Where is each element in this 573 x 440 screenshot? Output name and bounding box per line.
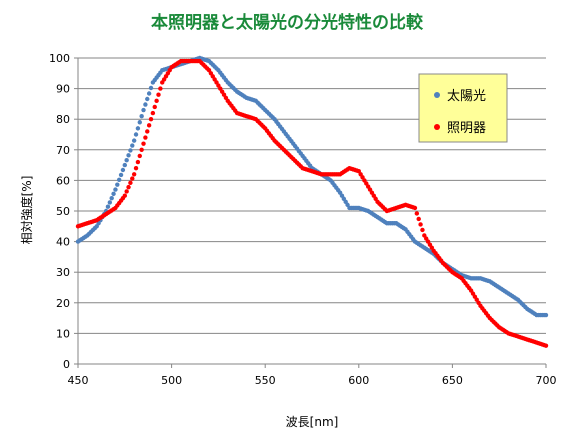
point-sunlight xyxy=(146,91,152,96)
point-sunlight xyxy=(113,187,118,192)
point-illuminator xyxy=(416,216,421,222)
plot-area: 0 10 20 30 40 50 60 70 80 90 100 450 500 550 600 650 700 xyxy=(49,52,557,387)
point-sunlight xyxy=(105,204,111,209)
point-sunlight xyxy=(120,167,126,173)
point-illuminator xyxy=(158,86,163,91)
x-tick-label: 600 xyxy=(348,374,369,387)
x-tick-label: 450 xyxy=(68,374,89,387)
y-tick-label: 100 xyxy=(49,52,70,65)
point-sunlight xyxy=(109,195,114,201)
point-sunlight xyxy=(116,177,122,182)
point-illuminator xyxy=(133,165,139,171)
point-sunlight xyxy=(137,120,142,125)
y-tick-label: 70 xyxy=(56,144,70,157)
y-tick-label: 40 xyxy=(56,236,70,249)
point-illuminator xyxy=(145,129,150,134)
point-illuminator xyxy=(412,205,418,211)
point-sunlight xyxy=(107,200,113,205)
point-illuminator xyxy=(156,92,161,97)
point-sunlight xyxy=(543,312,549,318)
point-sunlight xyxy=(148,85,154,91)
point-illuminator xyxy=(152,104,157,110)
legend-label-sunlight: 太陽光 xyxy=(447,89,486,104)
y-tick-label: 0 xyxy=(63,358,70,371)
x-tick-label: 700 xyxy=(536,374,557,387)
point-illuminator xyxy=(143,135,148,140)
legend: 太陽光 照明器 xyxy=(418,73,508,143)
point-illuminator xyxy=(130,176,135,181)
point-illuminator xyxy=(148,117,154,122)
x-axis-label: 波長[nm] xyxy=(286,415,339,429)
y-axis-label: 相対強度[%] xyxy=(19,176,34,245)
point-illuminator xyxy=(128,180,133,186)
point-illuminator xyxy=(122,193,128,198)
x-tick-label: 500 xyxy=(161,374,182,387)
legend-label-illuminator: 照明器 xyxy=(447,121,486,136)
chart-title: 本照明器と太陽光の分光特性の比較 xyxy=(151,12,424,33)
y-tick-label: 10 xyxy=(56,327,70,340)
legend-box xyxy=(418,73,508,143)
point-sunlight xyxy=(135,126,141,131)
point-illuminator xyxy=(126,184,131,190)
y-tick-label: 90 xyxy=(56,83,70,96)
point-illuminator xyxy=(139,147,144,152)
point-illuminator xyxy=(137,153,142,159)
legend-marker-illuminator xyxy=(434,124,440,130)
legend-marker-sunlight xyxy=(434,92,440,98)
point-sunlight xyxy=(118,172,124,178)
point-sunlight xyxy=(145,96,150,102)
point-sunlight xyxy=(130,143,135,148)
y-tick-label: 30 xyxy=(56,266,70,279)
point-sunlight xyxy=(124,158,129,163)
point-illuminator xyxy=(414,211,420,216)
point-sunlight xyxy=(143,102,148,107)
point-sunlight xyxy=(139,113,144,119)
point-illuminator xyxy=(135,159,141,165)
point-sunlight xyxy=(133,132,139,137)
point-sunlight xyxy=(141,107,146,113)
y-tick-label: 60 xyxy=(56,174,70,187)
point-illuminator xyxy=(543,343,549,348)
y-tick-label: 20 xyxy=(56,297,70,310)
y-tick-label: 50 xyxy=(56,205,70,218)
point-sunlight xyxy=(131,138,137,143)
point-illuminator xyxy=(131,172,137,177)
point-sunlight xyxy=(122,162,128,168)
point-sunlight xyxy=(128,148,133,153)
point-sunlight xyxy=(126,153,131,158)
point-illuminator xyxy=(150,110,156,116)
x-tick-label: 550 xyxy=(255,374,276,387)
point-illuminator xyxy=(418,222,423,227)
point-sunlight xyxy=(115,182,120,187)
point-illuminator xyxy=(124,189,129,194)
point-illuminator xyxy=(420,227,425,233)
y-tick-label: 80 xyxy=(56,113,70,126)
x-tick-label: 650 xyxy=(442,374,463,387)
point-illuminator xyxy=(154,98,159,104)
point-sunlight xyxy=(111,191,116,197)
point-illuminator xyxy=(141,141,146,146)
point-illuminator xyxy=(146,123,152,128)
